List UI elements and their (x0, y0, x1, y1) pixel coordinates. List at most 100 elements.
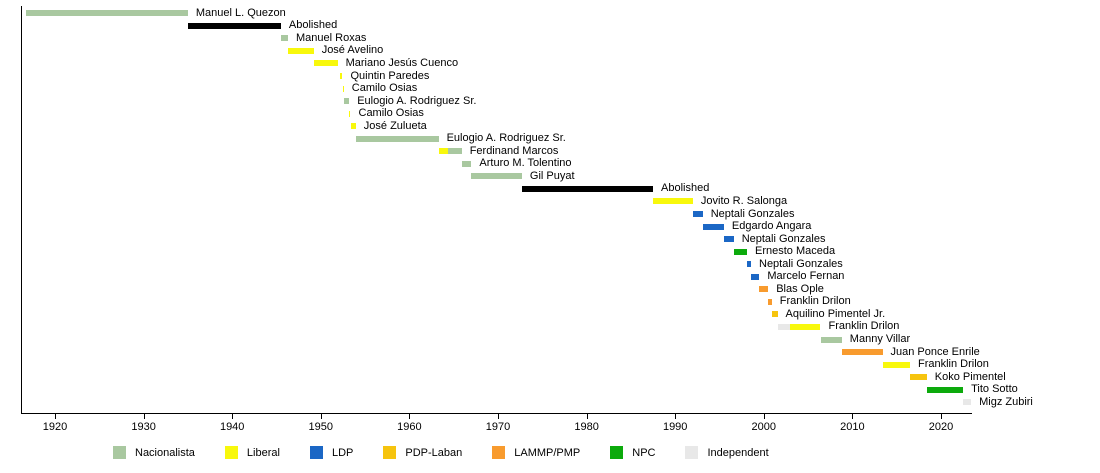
timeline-bar-segment (350, 123, 356, 130)
timeline-bar-label: Manuel L. Quezon (195, 6, 286, 19)
x-axis-tick-label: 1950 (308, 421, 334, 433)
x-axis-tick-label: 1940 (219, 421, 245, 433)
legend-swatch-icon (113, 446, 126, 459)
legend-label: LAMMP/PMP (514, 446, 581, 459)
timeline-bar-segment (521, 185, 653, 192)
x-axis-tick-label: 1960 (397, 421, 422, 433)
x-axis-tick-mark (941, 414, 942, 419)
x-axis-tick-label: 1990 (662, 421, 688, 433)
timeline-bar-label: Ernesto Maceda (755, 245, 836, 258)
timeline-bar-segment (448, 148, 462, 155)
legend-swatch-icon (383, 446, 397, 459)
timeline-bar-label: Aquilino Pimentel Jr. (785, 307, 886, 320)
x-axis-tick-label: 1930 (131, 421, 156, 433)
x-axis-tick-label: 1980 (574, 421, 599, 433)
timeline-bar-label: José Avelino (321, 44, 384, 57)
timeline-bar-label: Ferdinand Marcos (469, 144, 559, 157)
timeline-bar-segment (882, 361, 910, 368)
timeline-bar-segment (288, 47, 314, 54)
timeline-bar-label: Manny Villar (849, 333, 911, 345)
timeline-bar-segment (759, 286, 769, 293)
timeline-bar-segment (841, 349, 883, 356)
legend: Nacionalista Liberal LDP PDP-Laban LAMMP/PMP… (113, 446, 769, 459)
timeline-bar-segment (25, 10, 188, 17)
timeline-bar-label: Arturo M. Tolentino (479, 157, 572, 170)
x-axis-tick-mark (675, 414, 677, 419)
legend-label: Liberal (246, 446, 280, 459)
timeline-bar-segment (340, 73, 343, 79)
legend-swatch-icon (685, 446, 699, 459)
timeline-bar-label: Marcelo Fernan (767, 270, 845, 283)
legend-swatch-icon (492, 446, 506, 459)
x-axis-tick-mark (55, 414, 56, 419)
timeline-bar-label: Neptali Gonzales (710, 207, 795, 220)
timeline-bar-segment (342, 85, 344, 92)
timeline-bar-label: Franklin Drilon (828, 320, 900, 333)
timeline-bar-segment (771, 311, 778, 318)
timeline-bar-segment (790, 323, 821, 330)
timeline-bar-segment (723, 236, 734, 243)
legend-item-independent: Independent (685, 446, 769, 459)
x-axis-tick-label: 1920 (42, 421, 68, 433)
timeline-bar-label: Jovito R. Salonga (700, 194, 788, 207)
timeline-bar-segment (820, 336, 842, 343)
timeline-bar-label: Eulogio A. Rodriguez Sr. (446, 132, 566, 145)
x-axis-tick-label: 2010 (840, 421, 865, 433)
timeline-bar-label: Manuel Roxas (296, 31, 367, 44)
timeline-bar-label: Quintin Paredes (350, 69, 430, 82)
legend-label: NPC (632, 446, 656, 459)
timeline-bar-segment (355, 135, 439, 142)
legend-item-liberal: Liberal (224, 446, 280, 459)
timeline-bar-label: Eulogio A. Rodriguez Sr. (357, 94, 477, 107)
legend-item-ldp: LDP (309, 446, 354, 459)
timeline-bar-label: José Zulueta (363, 119, 427, 132)
x-axis-tick-label: 1970 (485, 421, 511, 433)
x-axis-tick-mark (586, 414, 588, 419)
timeline-bar-segment (768, 298, 772, 305)
timeline-bar-label: Mariano Jesús Cuenco (345, 56, 459, 69)
timeline-bar-segment (343, 98, 350, 105)
timeline-bar-segment (471, 173, 522, 180)
timeline-bar-label: Neptali Gonzales (741, 232, 826, 245)
x-axis-tick-mark (763, 414, 765, 419)
timeline-bar-segment (461, 160, 472, 167)
timeline-bar-segment (747, 261, 751, 268)
legend-label: Nacionalista (135, 446, 195, 459)
legend-item-nacionalista: Nacionalista (113, 446, 195, 459)
x-axis-tick-mark (232, 414, 234, 419)
timeline-bar-label: Abolished (288, 19, 338, 32)
x-axis-tick-label: 2020 (928, 421, 954, 433)
legend-label: Independent (707, 446, 769, 459)
legend-label: PDP-Laban (405, 446, 463, 459)
timeline-bar-segment (910, 374, 927, 381)
timeline-bar-segment (926, 386, 964, 393)
timeline-bar-label: Franklin Drilon (779, 295, 851, 308)
timeline-bar-segment (313, 60, 338, 67)
timeline-bar-label: Tito Sotto (971, 383, 1018, 396)
timeline-bar-label: Gil Puyat (529, 169, 575, 182)
timeline-bar-segment (733, 248, 747, 255)
legend-swatch-icon (610, 446, 624, 459)
legend-label: LDP (331, 446, 354, 459)
timeline-bar-label: Blas Ople (776, 282, 824, 295)
timeline-bar-segment (187, 22, 281, 29)
legend-swatch-icon (309, 446, 323, 459)
timeline-bar-label: Neptali Gonzales (759, 257, 843, 270)
legend-swatch-icon (224, 446, 238, 459)
legend-item-npc: NPC (610, 446, 655, 459)
timeline-bar-segment (777, 323, 791, 330)
timeline-bar-label: Abolished (661, 182, 710, 195)
timeline-bar-label: Franklin Drilon (918, 358, 989, 371)
timeline-bar-label: Koko Pimentel (934, 370, 1006, 383)
timeline-bar-label: Camilo Osias (358, 107, 424, 120)
timeline-bar-segment (751, 273, 760, 280)
timeline-bar-label: Juan Ponce Enrile (890, 345, 980, 358)
x-axis-tick-mark (852, 414, 854, 419)
x-axis-tick-mark (498, 414, 499, 419)
timeline-bar-label: Camilo Osias (351, 82, 418, 94)
x-axis-line (20, 413, 972, 415)
timeline-bar-segment (692, 211, 703, 217)
legend-item-pdp: PDP-Laban (383, 446, 462, 459)
